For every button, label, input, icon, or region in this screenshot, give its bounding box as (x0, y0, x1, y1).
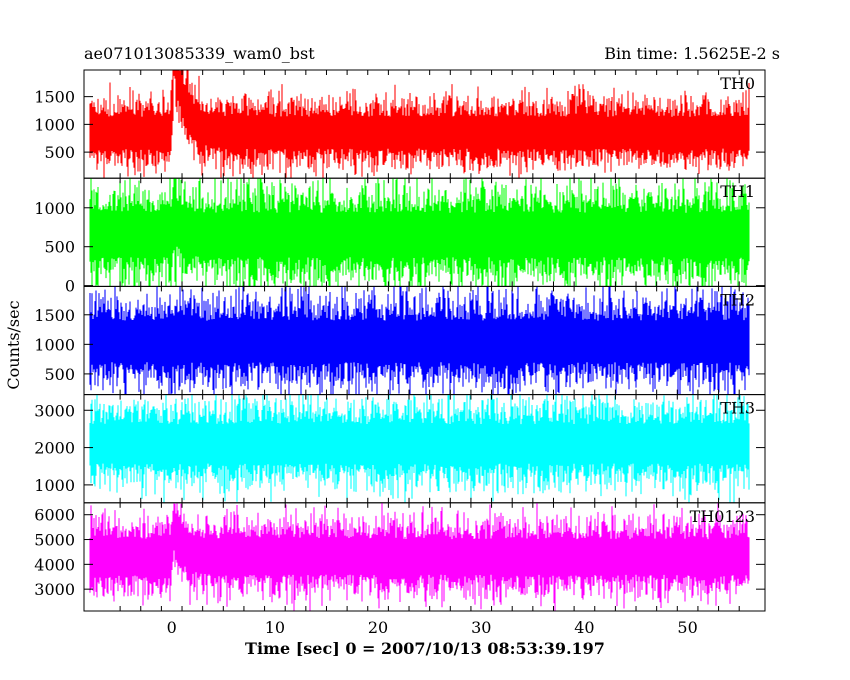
obs-id-label: ae071013085339_wam0_bst (84, 44, 315, 63)
series-th0 (89, 70, 750, 179)
panel-th0123: 3000 4000 5000 6000 TH0123 (34, 502, 766, 612)
panel-name-label: TH1 (720, 182, 755, 201)
y-tick-label: 500 (44, 143, 75, 162)
y-tick-label: 1000 (34, 335, 75, 354)
panels: 50010001500TH005001000TH150010001500TH21… (34, 69, 766, 637)
x-tick-label: 30 (471, 618, 491, 637)
y-tick-label: 2000 (34, 439, 75, 458)
x-axis-label: Time [sec] 0 = 2007/10/13 08:53:39.197 (245, 639, 605, 658)
y-tick-label: 3000 (34, 580, 75, 599)
panel-frame (83, 502, 766, 612)
y-tick-label: 6000 (34, 506, 75, 525)
y-tick-label: 4000 (34, 555, 75, 574)
y-axis-label: Counts/sec (4, 300, 23, 389)
series-th0123 (89, 502, 750, 611)
series-th2 (89, 286, 750, 395)
x-tick-label: 20 (368, 618, 388, 637)
y-tick-label: 1000 (34, 199, 75, 218)
panel-th2: 500 1000 1500 TH2 (34, 285, 766, 396)
y-tick-label: 500 (44, 238, 75, 257)
bin-time-label: Bin time: 1.5625E-2 s (604, 44, 780, 63)
y-tick-label: 500 (44, 365, 75, 384)
series-th3 (89, 394, 750, 503)
y-tick-label: 5000 (34, 531, 75, 550)
panel-name-label: TH3 (720, 399, 755, 418)
y-tick-label: 1000 (34, 115, 75, 134)
x-tick-label: 50 (677, 618, 697, 637)
y-tick-label: 3000 (34, 401, 75, 420)
panel-name-label: TH0123 (690, 507, 755, 526)
y-tick-label: 1500 (34, 88, 75, 107)
x-tick-label: 10 (265, 618, 285, 637)
y-tick-label: 0 (65, 277, 75, 296)
series-th1 (89, 178, 750, 287)
panel-name-label: TH0 (720, 74, 755, 93)
x-tick-label: 0 (167, 618, 177, 637)
panel-name-label: TH2 (720, 290, 755, 309)
y-tick-label: 1000 (34, 476, 75, 495)
panel-th3: 1000 2000 3000 TH3 (34, 394, 766, 504)
y-tick-label: 1500 (34, 306, 75, 325)
x-tick-label: 40 (574, 618, 594, 637)
